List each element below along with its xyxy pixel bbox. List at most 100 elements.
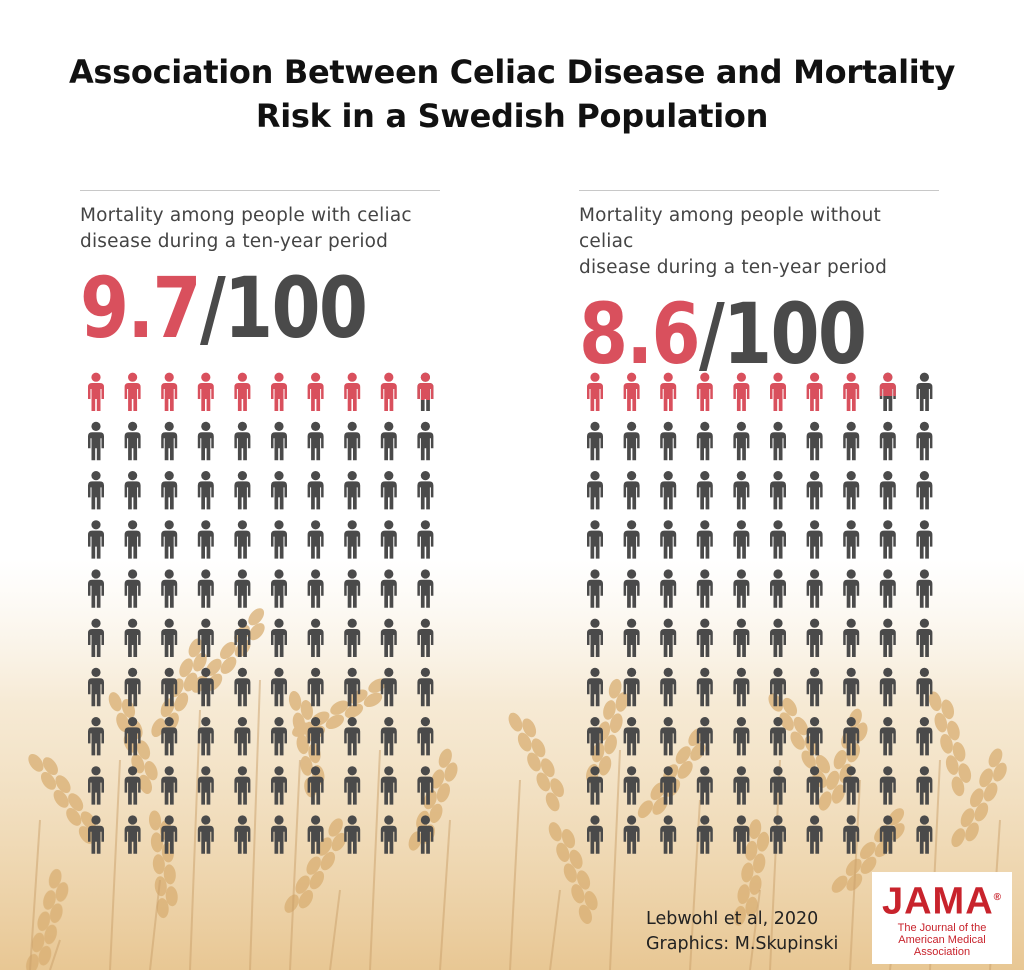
rate-denominator: /100 (698, 285, 867, 383)
person-icon (307, 618, 324, 657)
person-icon (344, 815, 361, 854)
person-icon (380, 471, 397, 510)
person-icon (587, 372, 603, 411)
rate-numerator: 9.7 (80, 259, 202, 357)
person-icon (307, 520, 324, 559)
person-icon (88, 569, 104, 608)
person-icon (307, 766, 324, 805)
divider (80, 190, 440, 191)
person-icon (197, 766, 214, 805)
person-icon (879, 569, 896, 608)
person-icon (271, 372, 287, 411)
person-icon (770, 815, 786, 854)
person-icon (916, 717, 933, 756)
person-icon (271, 569, 287, 608)
person-icon (806, 520, 823, 559)
mortality-rate: 8.6/100 (579, 289, 881, 379)
person-icon (234, 717, 251, 756)
person-icon (770, 766, 786, 805)
person-icon (843, 471, 860, 510)
registered-mark: ® (993, 892, 1003, 903)
person-icon (124, 815, 141, 854)
person-icon (623, 471, 640, 510)
person-icon (660, 372, 677, 411)
person-icon (770, 667, 786, 707)
person-icon (124, 766, 141, 805)
person-icon (124, 421, 141, 461)
person-icon (88, 421, 104, 461)
person-icon (271, 766, 287, 805)
person-icon (587, 421, 603, 461)
mortality-rate: 9.7/100 (80, 263, 382, 353)
person-icon (197, 471, 214, 510)
person-icon (806, 421, 823, 461)
person-icon (660, 815, 677, 854)
logo-subtitle-3: Association (913, 945, 971, 958)
person-icon (417, 815, 434, 854)
person-icon (380, 618, 397, 657)
person-icon (197, 667, 214, 707)
person-icon (623, 372, 640, 411)
person-icon (161, 471, 178, 510)
person-icon (733, 471, 750, 510)
person-icon (623, 667, 640, 707)
person-icon (88, 766, 104, 805)
person-icon (660, 667, 677, 707)
person-icon (696, 569, 713, 608)
person-icon (124, 520, 141, 559)
person-icon (843, 667, 860, 707)
person-icon (271, 717, 287, 756)
person-icon (124, 372, 141, 411)
person-icon (417, 618, 434, 657)
person-icon (843, 421, 860, 461)
person-icon (770, 520, 786, 559)
person-icon (587, 667, 603, 707)
person-icon (307, 471, 324, 510)
person-icon (197, 569, 214, 608)
person-icon (587, 815, 603, 854)
person-icon (806, 569, 823, 608)
person-icon (161, 421, 178, 461)
citation: Lebwohl et al, 2020 (646, 909, 819, 929)
person-icon (271, 815, 287, 854)
person-icon (623, 766, 640, 805)
person-icon (307, 815, 324, 854)
person-icon (696, 421, 713, 461)
person-icon (88, 815, 104, 854)
person-icon (197, 372, 214, 411)
person-icon (234, 766, 251, 805)
person-icon (806, 766, 823, 805)
person-icon (88, 667, 104, 707)
person-icon (161, 667, 178, 707)
person-icon (307, 372, 324, 411)
person-icon (660, 520, 677, 559)
person-icon (660, 471, 677, 510)
person-icon (916, 667, 933, 707)
person-icon (124, 717, 141, 756)
person-icon (696, 618, 713, 657)
person-icon (806, 815, 823, 854)
person-icon (879, 618, 896, 657)
person-icon (733, 717, 750, 756)
person-icon (234, 421, 251, 461)
person-icon (271, 667, 287, 707)
person-icon (733, 372, 750, 411)
person-icon (380, 667, 397, 707)
person-icon (733, 815, 750, 854)
person-icon (88, 520, 104, 559)
person-icon (843, 766, 860, 805)
person-icon (161, 569, 178, 608)
person-icon (344, 618, 361, 657)
person-icon (197, 815, 214, 854)
person-icon (307, 421, 324, 461)
person-icon (623, 815, 640, 854)
person-icon (916, 520, 933, 559)
jama-wordmark: JAMA® (872, 878, 1012, 922)
person-icon (623, 421, 640, 461)
person-icon (344, 766, 361, 805)
divider (579, 190, 939, 191)
person-icon (879, 421, 896, 461)
person-icon (696, 520, 713, 559)
person-icon (380, 717, 397, 756)
person-icon (733, 569, 750, 608)
